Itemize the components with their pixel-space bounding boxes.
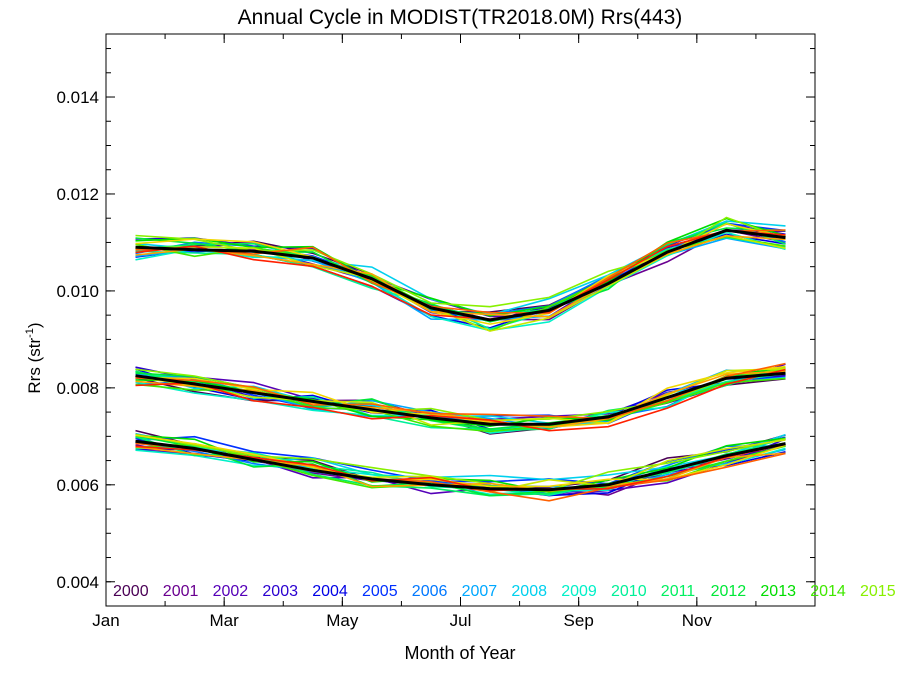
mean-line-group-1 bbox=[135, 371, 786, 426]
series-line-13-group-0 bbox=[135, 217, 786, 317]
chart-title: Annual Cycle in MODIST(TR2018.0M) Rrs(44… bbox=[238, 6, 683, 29]
series-line-20-group-0 bbox=[135, 229, 786, 320]
legend-item-2010: 2010 bbox=[611, 583, 647, 600]
x-tick-label: Nov bbox=[682, 611, 713, 630]
mean-line-group-2 bbox=[135, 439, 786, 492]
legend-item-2015: 2015 bbox=[860, 583, 896, 600]
y-axis-label: Rrs (str-1) bbox=[24, 322, 44, 393]
legend-item-2012: 2012 bbox=[711, 583, 747, 600]
legend: 2000 2001 2002 2003 2004 2005 2006 2007 2008 2009… bbox=[113, 583, 896, 600]
series-line-19-group-1 bbox=[135, 362, 786, 420]
legend-item-2005: 2005 bbox=[362, 583, 398, 600]
mean-layer bbox=[135, 228, 786, 492]
legend-item-2004: 2004 bbox=[312, 583, 348, 600]
series-layer bbox=[135, 216, 786, 502]
series-line-8-group-0 bbox=[135, 220, 786, 316]
series-line-20-group-1 bbox=[135, 368, 786, 432]
y-axis-label-superscript: -1 bbox=[24, 328, 36, 338]
y-tick-label: 0.006 bbox=[56, 476, 99, 495]
y-tick-label: 0.012 bbox=[56, 185, 99, 204]
x-tick-label: Mar bbox=[210, 611, 240, 630]
series-line-2-group-0 bbox=[135, 229, 786, 318]
y-tick-label: 0.014 bbox=[56, 88, 99, 107]
x-axis-label: Month of Year bbox=[404, 643, 515, 663]
legend-item-2001: 2001 bbox=[163, 583, 199, 600]
x-tick-label: Jan bbox=[92, 611, 119, 630]
y-axis-label-close: ) bbox=[25, 322, 44, 328]
legend-item-2008: 2008 bbox=[511, 583, 547, 600]
legend-item-2014: 2014 bbox=[810, 583, 846, 600]
series-line-15-group-0 bbox=[135, 216, 786, 308]
y-axis-label-main: Rrs (str bbox=[25, 338, 44, 394]
legend-item-2000: 2000 bbox=[113, 583, 149, 600]
y-tick-label: 0.004 bbox=[56, 573, 99, 592]
x-tick-label: May bbox=[326, 611, 359, 630]
series-line-19-group-0 bbox=[135, 229, 786, 314]
legend-item-2009: 2009 bbox=[561, 583, 597, 600]
legend-item-2003: 2003 bbox=[262, 583, 298, 600]
x-tick-label: Jul bbox=[450, 611, 472, 630]
legend-item-2006: 2006 bbox=[412, 583, 448, 600]
legend-item-2002: 2002 bbox=[213, 583, 249, 600]
legend-item-2007: 2007 bbox=[462, 583, 498, 600]
x-tick-label: Sep bbox=[564, 611, 594, 630]
legend-item-2011: 2011 bbox=[661, 583, 696, 600]
y-tick-label: 0.008 bbox=[56, 379, 99, 398]
legend-item-2013: 2013 bbox=[760, 583, 796, 600]
y-tick-label: 0.010 bbox=[56, 282, 99, 301]
mean-line-group-0 bbox=[135, 228, 786, 322]
series-line-15-group-2 bbox=[135, 433, 786, 492]
series-line-17-group-2 bbox=[135, 434, 786, 488]
axes-layer: 0.004 0.006 0.008 0.010 0.012 0.014 Jan Mar May J… bbox=[56, 33, 816, 630]
